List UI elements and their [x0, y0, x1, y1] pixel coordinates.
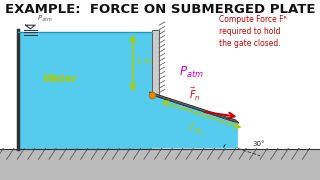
Bar: [152, 30, 159, 94]
Text: 2 m: 2 m: [187, 122, 204, 137]
Polygon shape: [18, 94, 238, 148]
Polygon shape: [149, 92, 239, 123]
Bar: [18, 31, 152, 148]
Bar: [0, 148, 320, 180]
Text: 30°: 30°: [252, 141, 265, 147]
Text: $P_{atm}$: $P_{atm}$: [179, 64, 204, 80]
Text: EXAMPLE:  FORCE ON SUBMERGED PLATE: EXAMPLE: FORCE ON SUBMERGED PLATE: [5, 3, 315, 16]
Text: $P_{atm}$: $P_{atm}$: [37, 14, 52, 24]
Text: 1 m: 1 m: [137, 57, 151, 66]
Text: $\vec{F}_n$: $\vec{F}_n$: [189, 86, 200, 103]
Text: Compute Force Fᴿ
required to hold
the gate closed.: Compute Force Fᴿ required to hold the ga…: [219, 15, 287, 48]
Text: Water: Water: [44, 74, 78, 84]
